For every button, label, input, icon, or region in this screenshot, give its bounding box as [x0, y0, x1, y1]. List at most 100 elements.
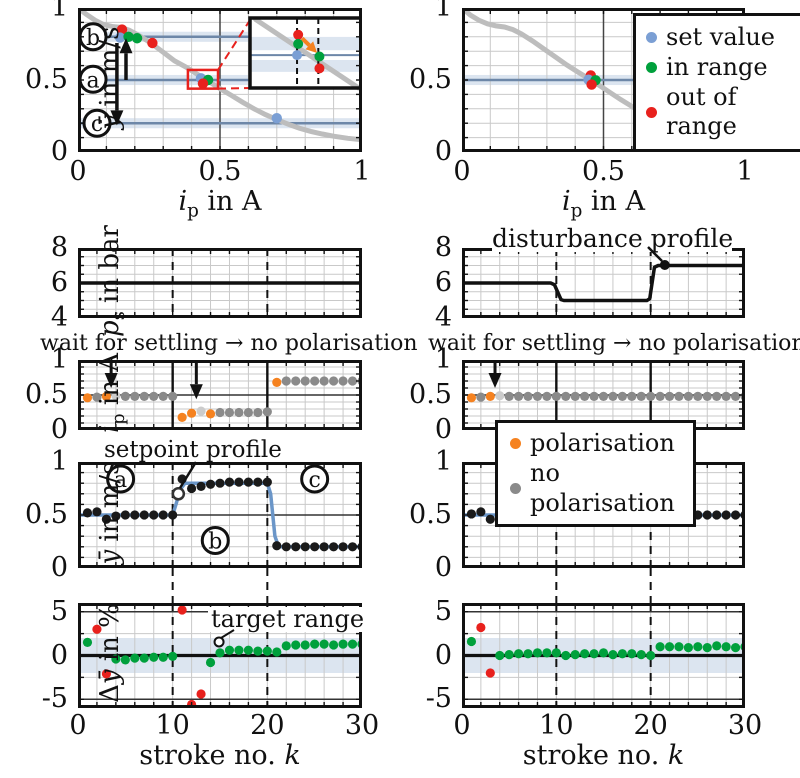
x-tick-label: 0.5	[198, 156, 242, 187]
legend-item: out of range	[646, 83, 800, 143]
data-point	[111, 654, 121, 664]
legend-item: set value	[646, 23, 800, 53]
data-point	[542, 391, 552, 401]
legend-label: polarisation	[530, 429, 675, 457]
y-tick-label: 1	[434, 344, 452, 375]
data-point	[504, 650, 514, 660]
data-point	[196, 481, 206, 491]
data-point	[730, 510, 741, 520]
y-tick-label: 0.5	[25, 499, 68, 530]
plot-mean-velocity-left: a b c	[78, 462, 362, 568]
legend-dot-icon	[646, 32, 657, 44]
data-point	[347, 376, 358, 386]
y-tick-label: 6	[50, 267, 68, 298]
data-point	[551, 391, 561, 401]
gridlines	[462, 248, 745, 318]
data-point	[177, 412, 187, 422]
data-point	[683, 643, 693, 653]
y-tick-label: 0.5	[409, 499, 452, 530]
circled-letter	[106, 464, 136, 494]
y-tick-label: 4	[434, 302, 452, 333]
legend-item: polarisation	[510, 429, 693, 459]
data-point	[92, 507, 102, 517]
data-point	[187, 483, 197, 494]
data-point	[476, 507, 486, 517]
data-point	[243, 645, 253, 655]
data-point	[636, 650, 646, 660]
zoom-inset	[248, 16, 362, 91]
plot-polarisation-current-left	[78, 360, 362, 430]
data-point	[147, 37, 158, 49]
data-point	[721, 391, 731, 401]
data-point	[281, 641, 291, 651]
y-tick-label: 5	[434, 596, 452, 627]
data-point	[580, 391, 590, 401]
plot-frame	[78, 248, 362, 318]
chart-canvas	[462, 360, 745, 430]
data-point	[495, 391, 505, 401]
data-point	[476, 622, 486, 633]
data-point	[523, 391, 533, 401]
chart-canvas: bac	[78, 8, 362, 152]
data-point	[197, 78, 209, 89]
data-point	[215, 407, 225, 418]
y-tick-label: -5	[425, 683, 452, 714]
open-marker	[171, 487, 186, 501]
legend-label: no polarisation	[530, 458, 675, 517]
data-point	[149, 510, 159, 520]
data-point	[196, 689, 206, 699]
data-point	[646, 650, 656, 661]
data-point	[674, 391, 684, 401]
data-point	[196, 406, 206, 416]
y-axis-label: Δȳ in %	[95, 603, 125, 703]
data-point	[158, 391, 168, 401]
data-point	[262, 407, 272, 417]
data-point	[586, 79, 597, 90]
data-point	[712, 391, 722, 401]
data-point	[205, 657, 216, 668]
chart-canvas	[462, 603, 745, 708]
data-point	[485, 668, 495, 678]
y-tick-label: 0	[434, 639, 452, 671]
svg-text:b: b	[208, 529, 222, 554]
plot-frame	[78, 603, 362, 708]
data-point	[92, 624, 102, 634]
data-point	[234, 477, 244, 487]
chart-canvas	[78, 248, 362, 318]
y-tick-label: 1	[50, 0, 68, 23]
data-point	[646, 391, 656, 401]
data-point	[598, 648, 609, 658]
data-point	[262, 646, 272, 656]
legend-dot-icon	[646, 62, 657, 74]
data-point	[608, 650, 618, 660]
data-point	[262, 477, 272, 487]
data-point	[272, 377, 282, 387]
circled-letter	[300, 464, 330, 494]
y-tick-label: 0	[50, 552, 68, 583]
data-point	[347, 542, 358, 552]
y-tick-label: 8	[434, 232, 452, 263]
data-point	[721, 510, 731, 520]
data-point	[293, 38, 304, 49]
data-point	[347, 639, 358, 649]
data-point	[693, 391, 703, 401]
y-tick-label: 0	[434, 552, 452, 583]
data-point	[655, 642, 665, 652]
data-point	[215, 648, 225, 658]
data-point	[329, 376, 339, 386]
data-point	[224, 645, 235, 655]
svg-text:b: b	[86, 26, 100, 51]
data-point	[532, 648, 543, 658]
data-point	[114, 32, 126, 43]
zoom-rectangle	[186, 68, 220, 90]
data-point	[485, 514, 495, 524]
data-point	[514, 391, 524, 401]
y-axis-label: ȳ in m/s	[95, 26, 125, 130]
data-point	[683, 391, 693, 401]
x-tick-label: 0	[453, 710, 471, 741]
legend-set-value-range: set value in range out of range	[633, 13, 800, 152]
data-point	[82, 637, 93, 647]
x-axis-label-stroke: stroke no. k	[139, 740, 301, 771]
svg-text:c: c	[309, 468, 321, 493]
x-tick-label: 0	[69, 156, 87, 187]
